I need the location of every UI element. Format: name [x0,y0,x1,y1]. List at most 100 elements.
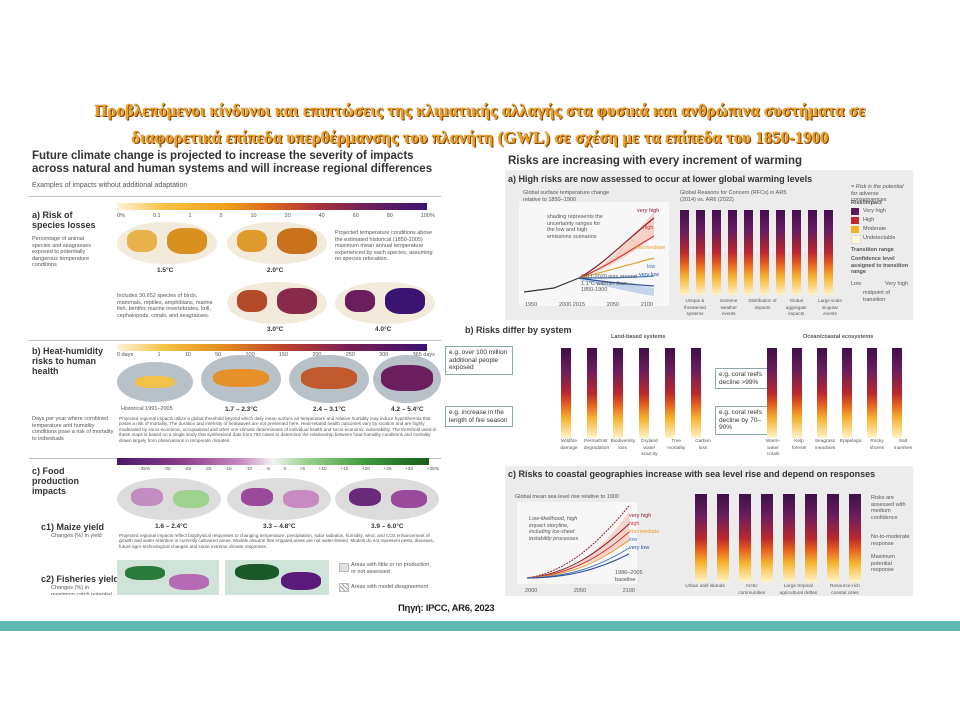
map-label: 1.5°C [157,267,174,274]
scale-tick: 20 [284,213,291,219]
scale-tick: -30 [163,467,171,472]
legend-high: High [863,217,875,223]
scale-tick: -5 [265,467,270,472]
resp-note: Risks are assessed with medium confidenc… [871,495,906,521]
heat-historical-label: Historical 1991–2005 [121,406,173,412]
coastal-labels: Urban atoll islands Arctic communities L… [685,584,865,597]
system-label: Warm-water corals [765,439,781,457]
scale-tick: -25 [184,467,192,472]
legend-very-high-conf: Very high [885,281,908,287]
slide-title-line2: διαφορετικά επίπεδα υπερθέρμανσης του πλ… [131,128,829,147]
scale-tick: 1 [188,213,192,219]
scale-tick: -20 [204,467,212,472]
legend-undetectable: Undetectable [863,235,896,241]
section-b-label: b) Heat-humidity risks to human health [32,346,103,376]
scenario-low: low [647,264,656,270]
legend-swatch-very-high [851,208,859,215]
legend-midpoint: midpoint of transition [863,290,890,303]
map-label: 3.0°C [267,326,284,333]
legend-disagreement-swatch [339,583,349,592]
scale-tick: 0.1 [152,213,161,219]
risk-ember-bar [639,348,649,438]
x-tick: 2100 [622,588,635,594]
risk-ember-bar [808,210,817,295]
ocean-title: Ocean/coastal ecosystems [803,334,874,340]
scale-tick: +20 [361,467,370,472]
slr-scenario: intermediate [629,529,660,535]
scale-tick: 250 [345,352,355,358]
left-figure-subheading: Examples of impacts without additional a… [32,182,188,189]
x-tick: 2050 [573,588,587,594]
left-figure: Future climate change is projected to in… [29,150,441,595]
right-section-a-label: a) High risks are now assessed to occur … [508,174,813,184]
legend-swatch-high [851,217,859,224]
slr-scenario: very low [629,545,650,551]
rfc-label: Large scale singular events [818,298,842,316]
risk-note: = Risk is the potential for adverse cons… [851,184,904,203]
risk-ember-bar [824,210,833,295]
callout-coral-70: e.g. coral reefs decline by 70–90% [715,406,769,435]
c2-desc: Changes (%) in maximum catch potential [51,585,112,595]
divider [29,196,441,197]
slr-chart [517,502,637,584]
scenario-intermediate: intermediate [635,245,666,251]
rfc-label: Distribution of impacts [748,298,777,310]
right-section-b-label: b) Risks differ by system [465,325,572,335]
map-label: 3.3 – 4.8°C [263,523,296,530]
risk-ember-bar [665,348,675,438]
risk-ember-bar [783,494,795,582]
scale-tick: 50 [215,352,222,358]
scale-tick: 100% [420,213,435,219]
legend-moderate: Moderate [863,226,887,232]
risk-ember-bar [691,348,701,438]
risk-ember-bar [695,494,707,582]
rfc-label: Unique & threatened systems [684,298,706,316]
callout-coral-99: e.g. coral reefs decline >99% [715,368,769,389]
right-figure: Risks are increasing with every incremen… [445,150,913,600]
scale-tick: +15 [340,467,349,472]
scale-tick: +10 [318,467,327,472]
map-species-4-0 [335,282,435,324]
system-label: Biodiversity loss [610,439,636,451]
map-label: 1.7 – 2.3°C [225,406,258,413]
rfc-bar-group [680,210,840,295]
risk-ember-bar [760,210,769,295]
resp-max: Maximum potential response [871,554,895,573]
scale-tick: 0 [283,467,287,472]
risk-ember-bar [792,210,801,295]
x-tick: 2000 2015 [559,302,585,308]
scale-tick: 5 [219,213,223,219]
scale-tick: 0 days [117,352,134,358]
bottom-accent-band [0,621,960,631]
x-tick: 2100 [640,302,653,308]
species-loss-colorbar [117,203,427,210]
rfc-labels: Unique & threatened systems Extreme weat… [680,298,845,318]
slr-chart-title: Global mean sea level rise relative to 1… [515,494,619,500]
risk-ember-bar [561,348,571,438]
obs-note: 2011-2020 was around 1.1°C warmer than 1… [581,274,637,293]
legend-low: Low [851,281,862,287]
scale-tick: +25 [383,467,392,472]
scale-tick: 60 [352,213,359,219]
scenario-very-high: very high [637,208,660,214]
section-c-label: c) Food production impacts [32,466,79,496]
legend-swatch-moderate [851,226,859,233]
heat-scale: 0 days 1 10 50 100 150 200 250 300 365 d… [117,352,435,359]
map-heat-3 [373,355,441,403]
map-maize-2 [227,478,331,520]
scale-tick: -15 [224,467,232,472]
c1-desc: Changes (%) in yield [51,533,102,539]
rfc-title: Global Reasons for Concern (RFCs) in AR5… [680,190,787,203]
system-label: Dryland water scarcity [641,439,658,457]
risk-ember-bar [680,210,689,295]
system-label: Seagrass meadows [814,439,836,451]
risk-ember-bar [587,348,597,438]
map-heat-1 [201,355,281,403]
risk-ember-bar [776,210,785,295]
c2-label: c2) Fisheries yield [41,574,120,584]
map-label: 2.0°C [267,267,284,274]
x-tick: 1950 [525,302,538,308]
section-b-note: Projected regional impacts utilize a glo… [119,416,437,443]
risk-ember-bar [696,210,705,295]
legend-swatch-undetectable [851,235,861,244]
